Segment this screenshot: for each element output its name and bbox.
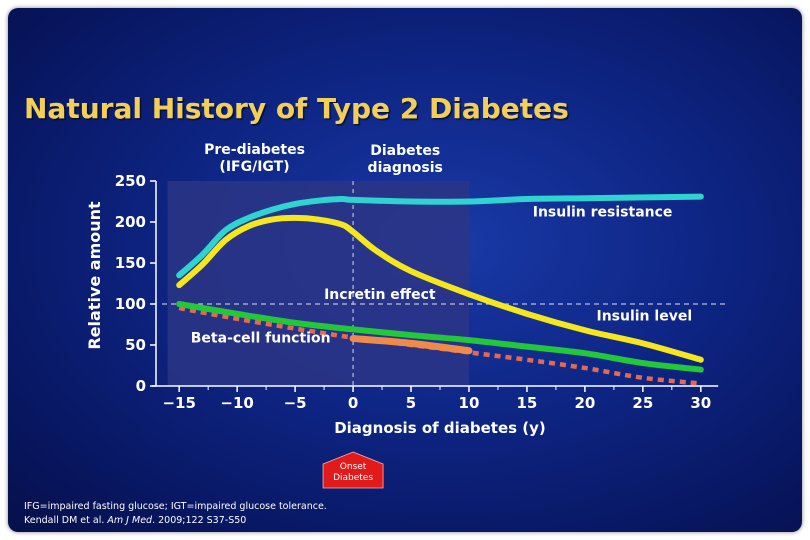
diabetes-diagnosis-label-line2: diagnosis xyxy=(368,160,443,176)
x-tick-label: 10 xyxy=(459,394,480,412)
x-axis-label: Diagnosis of diabetes (y) xyxy=(334,419,546,437)
footnote-line1: IFG=impaired fasting glucose; IGT=impair… xyxy=(24,501,327,512)
x-tick-label: 15 xyxy=(517,394,538,412)
footnote-journal: Am J Med xyxy=(106,515,153,526)
x-tick-label: 20 xyxy=(574,394,595,412)
diabetes-diagnosis-label-line1: Diabetes xyxy=(370,143,440,159)
series-line-insulin-resistance xyxy=(176,193,704,279)
y-tick-label: 150 xyxy=(115,254,146,272)
pre-diabetes-shaded-region xyxy=(167,181,469,386)
y-tick-label: 50 xyxy=(125,336,146,354)
x-tick-label: 0 xyxy=(348,394,358,412)
y-tick-label: 100 xyxy=(115,295,146,313)
x-tick-label: 25 xyxy=(632,394,653,412)
footnote-citation: . 2009;122 S37-S50 xyxy=(152,515,246,526)
x-tick-label: −5 xyxy=(284,394,307,412)
series-line-beta-cell xyxy=(176,301,704,373)
x-tick-label: 30 xyxy=(690,394,711,412)
x-tick-label: −15 xyxy=(162,394,195,412)
series-line-insulin-level xyxy=(176,214,704,363)
y-tick-label: 250 xyxy=(115,172,146,190)
series-label: Insulin level xyxy=(596,308,692,324)
footnote-authors: Kendall DM et al. xyxy=(24,515,107,526)
onset-label-line1: Onset xyxy=(340,462,367,472)
y-axis-label: Relative amount xyxy=(85,201,104,350)
slide: Natural History of Type 2 Diabetes Pre-d… xyxy=(8,8,802,532)
y-tick-label: 200 xyxy=(115,213,146,231)
axes: 0 50 100 150 200 250 −15 −10 −5 0 5 10 15 20 25 30 xyxy=(115,172,719,412)
onset-diabetes-marker: Onset Diabetes xyxy=(322,451,384,489)
series-group xyxy=(176,193,704,386)
onset-label-line2: Diabetes xyxy=(333,473,373,483)
onset-arrow-icon xyxy=(322,451,384,489)
x-tick-label: −10 xyxy=(220,394,253,412)
series-label: Insulin resistance xyxy=(533,204,673,220)
series-label: Incretin effect xyxy=(324,287,436,303)
y-tick-label: 0 xyxy=(136,377,146,395)
pre-diabetes-label-line1: Pre-diabetes xyxy=(204,142,305,158)
pre-diabetes-label-line2: (IFG/IGT) xyxy=(219,159,289,175)
series-label-group: Insulin resistance Incretin effect Insulin… xyxy=(191,204,692,346)
chart-title: Natural History of Type 2 Diabetes xyxy=(24,92,569,125)
x-tick-label: 5 xyxy=(406,394,416,412)
series-label: Beta-cell function xyxy=(191,331,331,347)
chart: Natural History of Type 2 Diabetes Pre-d… xyxy=(24,92,728,526)
footnote-line2: Kendall DM et al. Am J Med. 2009;122 S37… xyxy=(24,515,246,526)
series-line-incretin xyxy=(349,334,473,355)
